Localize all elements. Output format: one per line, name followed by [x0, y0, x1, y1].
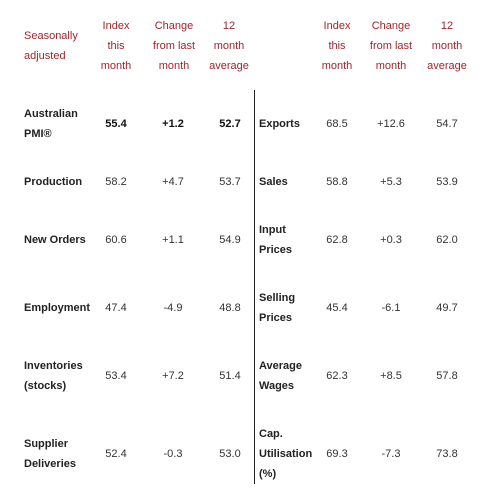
header-avg-line3: average — [427, 60, 467, 72]
row-label-line: (%) — [259, 468, 277, 480]
row-change-inventories: +7.2 — [162, 370, 184, 382]
row-avg-exports: 54.7 — [436, 118, 458, 130]
header-change-line1: Change — [154, 20, 194, 32]
row-index-selling-prices: 45.4 — [326, 302, 348, 314]
header-index-left: Index this month — [94, 16, 138, 76]
row-label-line: (stocks) — [24, 380, 67, 392]
row-avg-cap-utilisation: 73.8 — [436, 448, 458, 460]
row-index-cap-utilisation: 69.3 — [326, 448, 348, 460]
header-avg-line3: average — [209, 60, 249, 72]
row-avg-input-prices: 62.0 — [436, 234, 458, 246]
row-avg-average-wages: 57.8 — [436, 370, 458, 382]
row-label-line: Prices — [259, 244, 293, 256]
row-index-input-prices: 62.8 — [326, 234, 348, 246]
row-change-average-wages: +8.5 — [380, 370, 402, 382]
header-avg-line2: month — [213, 40, 245, 52]
row-index-production: 58.2 — [105, 176, 127, 188]
row-label-inventories: Inventories (stocks) — [24, 356, 83, 396]
row-label-line: Selling — [259, 292, 296, 304]
row-label-line: Cap. — [259, 428, 283, 440]
row-label-line: Sales — [259, 176, 288, 188]
header-avg-left: 12 month average — [204, 16, 254, 76]
row-avg-supplier-deliveries: 53.0 — [219, 448, 241, 460]
row-change-exports: +12.6 — [377, 118, 405, 130]
header-index-line2: this — [328, 40, 346, 52]
header-change-line1: Change — [371, 20, 411, 32]
row-label-australian-pmi: Australian PMI® — [24, 104, 78, 144]
row-change-sales: +5.3 — [380, 176, 402, 188]
row-index-new-orders: 60.6 — [105, 234, 127, 246]
row-label-line: Supplier — [24, 438, 69, 450]
row-change-input-prices: +0.3 — [380, 234, 402, 246]
row-label-new-orders: New Orders — [24, 230, 86, 250]
row-label-input-prices: Input Prices — [259, 220, 292, 260]
header-index-line3: month — [321, 60, 353, 72]
row-label-exports: Exports — [259, 114, 300, 134]
header-index-line1: Index — [323, 20, 351, 32]
header-index-right: Index this month — [315, 16, 359, 76]
row-change-australian-pmi: +1.2 — [162, 118, 184, 130]
row-label-line: Prices — [259, 312, 293, 324]
row-label-cap-utilisation: Cap. Utilisation (%) — [259, 424, 312, 484]
row-change-supplier-deliveries: -0.3 — [163, 448, 183, 460]
row-label-selling-prices: Selling Prices — [259, 288, 295, 328]
row-index-inventories: 53.4 — [105, 370, 127, 382]
column-divider — [254, 90, 255, 484]
header-avg-line1: 12 — [440, 20, 454, 32]
row-label-line: Exports — [259, 118, 300, 130]
row-index-supplier-deliveries: 52.4 — [105, 448, 127, 460]
row-index-sales: 58.8 — [326, 176, 348, 188]
row-label-line: Employment — [24, 302, 91, 314]
row-index-australian-pmi: 55.4 — [105, 118, 127, 130]
header-change-left: Change from last month — [145, 16, 203, 76]
row-label-average-wages: Average Wages — [259, 356, 302, 396]
row-index-exports: 68.5 — [326, 118, 348, 130]
header-change-line3: month — [375, 60, 407, 72]
header-avg-line2: month — [431, 40, 463, 52]
row-label-employment: Employment — [24, 298, 90, 318]
header-index-line1: Index — [102, 20, 130, 32]
row-label-production: Production — [24, 172, 82, 192]
row-label-line: PMI® — [24, 128, 52, 140]
row-label-line: Production — [24, 176, 83, 188]
header-index-line3: month — [100, 60, 132, 72]
header-change-line2: from last — [152, 40, 196, 52]
row-avg-new-orders: 54.9 — [219, 234, 241, 246]
row-label-line: Average — [259, 360, 303, 372]
header-index-line2: this — [107, 40, 125, 52]
row-avg-production: 53.7 — [219, 176, 241, 188]
header-corner-line2: adjusted — [24, 50, 66, 62]
row-change-new-orders: +1.1 — [162, 234, 184, 246]
row-change-employment: -4.9 — [163, 302, 183, 314]
header-avg-line1: 12 — [222, 20, 236, 32]
row-change-cap-utilisation: -7.3 — [381, 448, 401, 460]
header-avg-right: 12 month average — [422, 16, 472, 76]
row-index-employment: 47.4 — [105, 302, 127, 314]
header-change-line3: month — [158, 60, 190, 72]
row-label-line: Deliveries — [24, 458, 76, 470]
row-avg-sales: 53.9 — [436, 176, 458, 188]
row-label-line: New Orders — [24, 234, 86, 246]
row-index-average-wages: 62.3 — [326, 370, 348, 382]
row-label-sales: Sales — [259, 172, 288, 192]
row-avg-selling-prices: 49.7 — [436, 302, 458, 314]
row-label-line: Input — [259, 224, 286, 236]
header-corner: Seasonally adjusted — [24, 26, 78, 66]
row-avg-employment: 48.8 — [219, 302, 241, 314]
row-avg-inventories: 51.4 — [219, 370, 241, 382]
row-label-line: Australian — [24, 108, 78, 120]
header-change-right: Change from last month — [362, 16, 420, 76]
row-change-selling-prices: -6.1 — [381, 302, 401, 314]
header-corner-line1: Seasonally — [24, 30, 78, 42]
row-label-line: Utilisation — [259, 448, 313, 460]
row-label-line: Wages — [259, 380, 295, 392]
row-avg-australian-pmi: 52.7 — [219, 118, 241, 130]
header-change-line2: from last — [369, 40, 413, 52]
row-label-supplier-deliveries: Supplier Deliveries — [24, 434, 76, 474]
row-change-production: +4.7 — [162, 176, 184, 188]
row-label-line: Inventories — [24, 360, 83, 372]
